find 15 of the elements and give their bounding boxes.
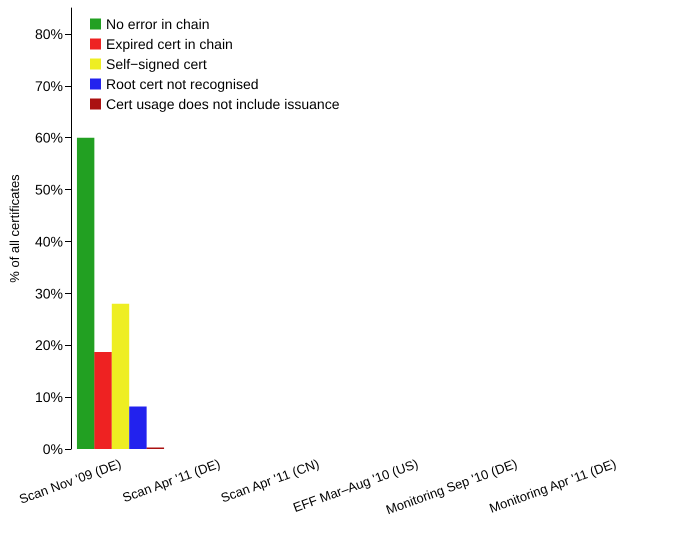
y-tick-label: 50%	[34, 182, 63, 198]
y-tick-label: 20%	[34, 337, 63, 354]
legend-label: Cert usage does not include issuance	[106, 96, 340, 112]
y-tick-label: 70%	[34, 78, 63, 94]
legend-label: Expired cert in chain	[106, 36, 233, 52]
y-tick-label: 60%	[34, 130, 63, 146]
y-tick-label: 10%	[34, 389, 63, 406]
y-tick-label: 80%	[34, 26, 63, 42]
y-tick-label: 0%	[42, 441, 63, 457]
y-tick-label: 30%	[34, 285, 63, 302]
legend-label: Root cert not recognised	[106, 76, 259, 92]
y-tick-label: 40%	[34, 233, 63, 250]
legend-label: No error in chain	[106, 16, 210, 32]
y-axis-title: % of all certificates	[7, 174, 22, 283]
legend-label: Self−signed cert	[106, 56, 207, 72]
